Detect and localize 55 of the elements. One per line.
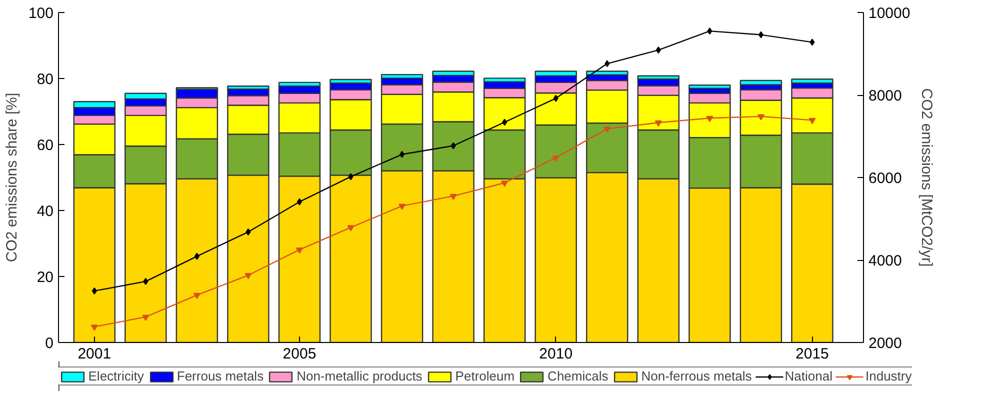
y-tick-label: 0 — [45, 335, 54, 352]
point — [604, 60, 610, 68]
point — [707, 28, 712, 35]
point — [758, 31, 764, 38]
legend-label: Non-ferrous metals — [641, 368, 752, 384]
legend-label: National — [784, 368, 832, 384]
y2-tick-label: 10000 — [868, 5, 910, 22]
point — [656, 46, 661, 54]
y2-tick-label: 6000 — [868, 170, 902, 187]
point — [654, 120, 662, 127]
point — [398, 204, 406, 210]
x-tick-label: 2001 — [78, 346, 112, 362]
point — [142, 314, 150, 321]
point — [143, 278, 148, 285]
point — [246, 228, 251, 236]
point — [296, 198, 302, 206]
legend-label: Industry — [865, 368, 912, 384]
point — [502, 118, 508, 126]
point — [92, 287, 97, 294]
point — [194, 252, 200, 260]
point — [193, 292, 200, 300]
y-tick-label: 40 — [36, 203, 54, 220]
y2-tick-label: 4000 — [868, 252, 902, 270]
y2-tick-label: 8000 — [868, 88, 902, 104]
point — [450, 142, 456, 150]
point — [757, 114, 764, 120]
x-tick-label: 2005 — [282, 346, 316, 362]
point — [501, 180, 508, 187]
point — [810, 38, 815, 46]
y-tick-label: 20 — [36, 269, 54, 286]
y-axis-title: CO2 emissions share [%] — [3, 92, 20, 262]
point — [296, 247, 303, 254]
point — [244, 273, 252, 280]
point — [553, 94, 558, 102]
legend-label: Chemicals — [548, 368, 608, 384]
y2-tick-label: 2000 — [868, 335, 902, 352]
legend-label: Non-metallic products — [296, 368, 422, 384]
point — [552, 155, 560, 162]
point — [604, 126, 611, 133]
point — [808, 118, 816, 124]
point — [90, 324, 98, 331]
y-tick-label: 80 — [36, 71, 54, 88]
y2-axis-title: CO2 emissions [MtCO2/yr] — [918, 88, 936, 267]
legend-label: Ferrous metals — [176, 368, 264, 384]
legend-label: Electricity — [88, 368, 144, 384]
x-tick-label: 2015 — [796, 346, 829, 362]
point — [450, 194, 457, 200]
point — [400, 150, 405, 158]
point — [348, 173, 354, 180]
point — [706, 116, 714, 122]
y-tick-label: 60 — [36, 137, 54, 154]
x-tick-label: 2010 — [539, 346, 573, 362]
legend-label: Petroleum — [455, 368, 515, 384]
y-tick-label: 100 — [28, 5, 54, 22]
point — [347, 225, 354, 232]
